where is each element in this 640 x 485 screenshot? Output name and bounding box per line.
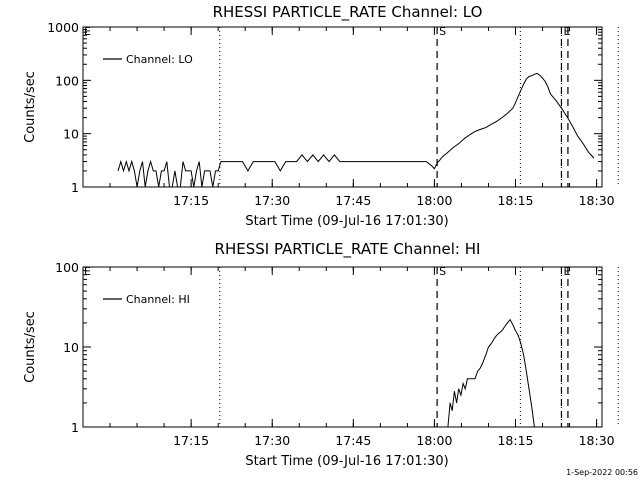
hi-data-series: [447, 318, 535, 427]
hi-x-axis-label: Start Time (09-Jul-16 17:01:30): [245, 454, 448, 469]
lo-marker-e-left: E: [84, 25, 91, 38]
lo-x-tick-label: 17:45: [335, 193, 371, 208]
hi-plot-frame: [82, 266, 603, 428]
hi-y-tick-label: 100: [55, 260, 79, 275]
lo-y-tick-label: 1: [71, 180, 79, 195]
hi-legend-label: Channel: HI: [126, 293, 190, 306]
hi-x-tick-label: 17:30: [254, 433, 290, 448]
footer-timestamp: 1-Sep-2022 00:56: [566, 468, 638, 477]
lo-x-tick-label: 17:30: [254, 193, 290, 208]
lo-data-series: [117, 72, 595, 187]
hi-marker-s: S: [439, 265, 446, 278]
lo-marker-e: E: [563, 25, 570, 38]
lo-marker-s: S: [439, 25, 446, 38]
lo-x-tick-label: 17:15: [173, 193, 209, 208]
hi-y-tick-label: 1: [71, 420, 79, 435]
hi-marker-e: E: [563, 265, 570, 278]
lo-y-tick-label: 10: [63, 127, 79, 142]
hi-x-tick-label: 17:45: [335, 433, 371, 448]
hi-y-tick-label: 10: [63, 340, 79, 355]
lo-x-tick-label: 18:15: [497, 193, 533, 208]
lo-legend-label: Channel: LO: [126, 53, 193, 66]
hi-marker-e-left: E: [84, 265, 91, 278]
lo-x-axis-label: Start Time (09-Jul-16 17:01:30): [245, 214, 448, 229]
hi-y-axis-label: Counts/sec: [23, 311, 38, 383]
lo-x-tick-label: 18:30: [579, 193, 615, 208]
hi-x-tick-label: 18:30: [579, 433, 615, 448]
hi-chart-title: RHESSI PARTICLE_RATE Channel: HI: [215, 240, 481, 259]
lo-y-tick-label: 100: [55, 73, 79, 88]
lo-x-tick-label: 18:00: [416, 193, 452, 208]
hi-x-tick-label: 18:15: [497, 433, 533, 448]
hi-x-tick-label: 17:15: [173, 433, 209, 448]
hi-x-tick-label: 18:00: [416, 433, 452, 448]
lo-chart-title: RHESSI PARTICLE_RATE Channel: LO: [213, 3, 483, 22]
lo-y-tick-label: 1000: [47, 20, 79, 35]
lo-plot-frame: [82, 26, 603, 188]
lo-y-axis-label: Counts/sec: [23, 71, 38, 143]
